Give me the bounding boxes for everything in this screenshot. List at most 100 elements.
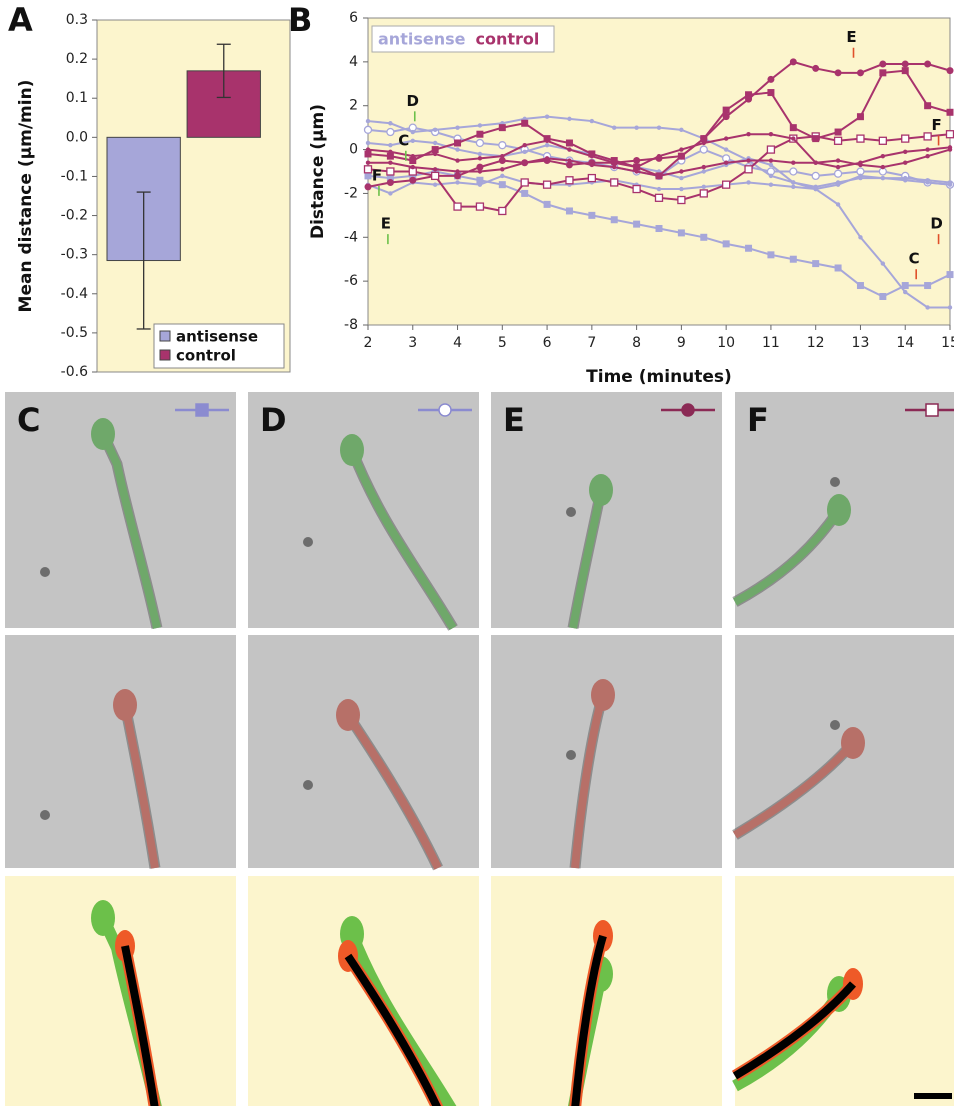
- image-panel: C: [5, 392, 236, 630]
- marker: [410, 129, 415, 135]
- trace-icon-marker: [195, 403, 209, 417]
- marker: [386, 178, 394, 186]
- marker: [723, 136, 729, 141]
- marker: [587, 173, 596, 183]
- marker: [791, 136, 796, 141]
- marker: [410, 164, 415, 170]
- marker: [945, 130, 954, 139]
- y-tick-label: -6: [344, 273, 358, 289]
- annotation: C: [398, 131, 409, 149]
- marker: [522, 160, 527, 165]
- annotation: E: [846, 28, 856, 46]
- marker: [589, 118, 595, 124]
- marker: [431, 146, 439, 154]
- micrograph: [491, 392, 722, 628]
- marker: [476, 176, 484, 184]
- debris: [303, 780, 313, 790]
- annotation: F: [372, 166, 382, 184]
- marker: [923, 132, 932, 141]
- marker: [477, 151, 483, 157]
- panel-label: A: [8, 1, 33, 39]
- marker: [767, 89, 775, 97]
- overlap: [571, 934, 607, 1106]
- marker: [812, 135, 820, 143]
- y-tick-label: 4: [349, 54, 358, 70]
- marker: [835, 164, 841, 170]
- marker: [633, 220, 641, 228]
- marker: [364, 172, 372, 180]
- old-cone: [91, 900, 115, 936]
- y-tick-label: -4: [344, 229, 358, 245]
- marker: [679, 175, 684, 181]
- legend-box: [371, 25, 555, 53]
- marker: [432, 182, 438, 187]
- y-tick-label: 0.2: [66, 51, 88, 67]
- marker: [498, 206, 507, 216]
- marker: [746, 132, 751, 137]
- marker: [388, 191, 393, 196]
- y-tick-label: 0: [349, 142, 358, 158]
- marker: [879, 292, 887, 300]
- marker: [924, 102, 932, 110]
- image-panel: F: [732, 392, 954, 628]
- marker: [544, 114, 550, 119]
- y-tick-label: -0.5: [61, 325, 88, 341]
- marker: [565, 207, 573, 215]
- marker: [386, 174, 394, 182]
- marker: [699, 145, 708, 154]
- marker: [946, 67, 954, 75]
- debris: [40, 810, 50, 820]
- marker: [431, 171, 440, 181]
- overlap: [344, 953, 441, 1106]
- marker: [632, 184, 641, 194]
- growth-cone: [113, 689, 137, 721]
- marker: [766, 145, 776, 154]
- micrograph: [5, 392, 236, 628]
- micrograph: [248, 392, 479, 628]
- marker: [901, 282, 909, 290]
- marker: [588, 211, 596, 219]
- image-panel: [248, 635, 479, 871]
- marker: [364, 150, 372, 158]
- marker: [903, 289, 908, 295]
- panel-label: E: [503, 401, 525, 439]
- marker: [679, 169, 684, 174]
- x-tick-label: 4: [453, 335, 462, 351]
- y-tick-label: 6: [349, 10, 358, 26]
- marker: [723, 147, 729, 152]
- marker: [901, 60, 909, 68]
- marker: [565, 161, 573, 169]
- marker: [432, 127, 438, 133]
- marker: [901, 134, 910, 143]
- marker: [543, 200, 551, 208]
- marker: [789, 124, 797, 132]
- marker: [813, 160, 818, 165]
- micrograph: [248, 635, 479, 868]
- image-panel: [5, 635, 236, 869]
- image-panel: E: [491, 392, 722, 629]
- marker: [388, 142, 393, 148]
- marker: [701, 140, 706, 146]
- marker: [947, 305, 953, 310]
- marker: [768, 158, 774, 163]
- marker: [767, 251, 775, 259]
- marker: [925, 153, 930, 159]
- neurite: [121, 704, 159, 869]
- x-tick-label: 5: [498, 335, 507, 351]
- image-panel: [491, 635, 722, 869]
- marker: [834, 128, 842, 136]
- x-tick-label: 15: [941, 335, 954, 351]
- marker: [656, 173, 662, 179]
- marker: [745, 244, 753, 252]
- x-axis-label: Time (minutes): [586, 367, 732, 387]
- marker: [925, 147, 930, 152]
- marker: [475, 138, 485, 148]
- marker: [723, 160, 729, 165]
- marker: [656, 125, 662, 130]
- marker: [745, 91, 753, 99]
- marker: [409, 157, 417, 165]
- y-tick-label: -0.1: [61, 168, 88, 184]
- marker: [701, 169, 706, 174]
- marker: [454, 172, 462, 180]
- marker: [835, 158, 841, 163]
